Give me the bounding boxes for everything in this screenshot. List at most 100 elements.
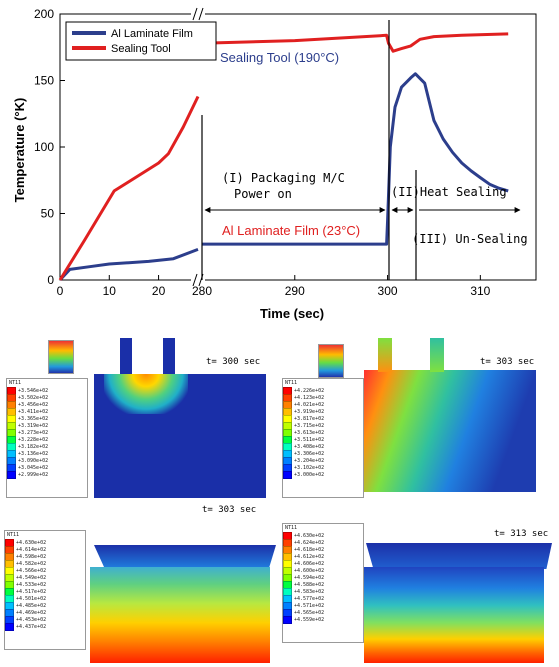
annotation-phase-3: (III) Un-Sealing — [412, 232, 528, 246]
axis-break-bottom — [191, 273, 205, 287]
fea-legend-value: +3.182e+02 — [18, 443, 49, 450]
legend-label-al-film: Al Laminate Film — [111, 28, 193, 40]
chart-legend: Al Laminate Film Sealing Tool — [65, 21, 217, 61]
fea-legend-value: +4.565e+02 — [294, 609, 325, 616]
fea-legend-row: +4.630e+02 — [5, 538, 85, 547]
fea-legend-value: +4.571e+02 — [294, 602, 325, 609]
fea-legend-row: +4.588e+02 — [283, 580, 363, 589]
fea-legend-row: +4.437e+02 — [5, 622, 85, 631]
fea-legend-row: +3.546e+02 — [7, 386, 87, 395]
x-tick-label: 300 — [378, 284, 398, 298]
annotation-phase-2: (II)Heat Sealing — [391, 185, 507, 199]
fea-legend-row: +3.204e+02 — [283, 456, 363, 465]
fea-legend-value: +4.226e+02 — [294, 387, 325, 394]
fea-legend-value: +3.136e+02 — [18, 450, 49, 457]
fea-legend-value: +4.612e+02 — [294, 553, 325, 560]
fea-time-label-1: t= 300 sec — [206, 357, 261, 367]
fea-legend-row: +4.577e+02 — [283, 594, 363, 603]
fea-legend-row: +3.715e+02 — [283, 421, 363, 430]
fea-legend-2: NT11 +4.226e+02 +4.123e+02 +4.021e+02 +3.919… — [282, 378, 364, 498]
fea-legend-row: +3.319e+02 — [7, 421, 87, 430]
fea-legend-1: NT11 +3.546e+02 +3.502e+02 +3.456e+02 +3.411… — [6, 378, 88, 498]
fea-legend-value: +4.577e+02 — [294, 595, 325, 602]
fea-legend-value: +3.546e+02 — [18, 387, 49, 394]
fea-legend-value: +4.588e+02 — [294, 581, 325, 588]
fea-legend-row: +3.182e+02 — [7, 442, 87, 451]
fea-legend-value: +4.583e+02 — [294, 588, 325, 595]
fea-legend-row: +3.228e+02 — [7, 435, 87, 444]
fea-legend-row: +4.501e+02 — [5, 594, 85, 603]
fea-legend-value: +4.469e+02 — [16, 609, 47, 616]
fea-legend-value: +3.090e+02 — [18, 457, 49, 464]
fea-legend-value: +4.453e+02 — [16, 616, 47, 623]
fea-legend-swatch — [5, 622, 14, 631]
fea-legend-row: +3.817e+02 — [283, 414, 363, 423]
fea-legend-value: +3.228e+02 — [18, 436, 49, 443]
fea-panel-3: NT11 +4.630e+02 +4.614e+02 +4.598e+02 +4.582… — [0, 495, 280, 667]
fea-legend-row: +4.226e+02 — [283, 386, 363, 395]
fea-legend-value: +3.365e+02 — [18, 415, 49, 422]
fea-legend-value: +4.600e+02 — [294, 567, 325, 574]
series-line-sealing-tool-seg0 — [58, 95, 200, 281]
fea-legend-value: +3.045e+02 — [18, 464, 49, 471]
fea-legend-value: +3.000e+02 — [294, 471, 325, 478]
fea-legend-row: +4.566e+02 — [5, 566, 85, 575]
fea-legend-value: +3.319e+02 — [18, 422, 49, 429]
annotation-sealing-tool: Sealing Tool (190°C) — [220, 50, 339, 65]
fea-model-2-tab-left — [378, 338, 392, 372]
fea-legend-row: +4.582e+02 — [5, 559, 85, 568]
fea-legend-value: +3.715e+02 — [294, 422, 325, 429]
annotation-al-film: Al Laminate Film (23°C) — [222, 223, 360, 238]
x-tick-label: 280 — [192, 284, 212, 298]
fea-legend-value: +3.613e+02 — [294, 429, 325, 436]
fea-legend-value: +3.919e+02 — [294, 408, 325, 415]
fea-legend-value: +3.511e+02 — [294, 436, 325, 443]
fea-mini-icon-1 — [48, 340, 74, 374]
axis-break-top — [191, 7, 205, 21]
fea-legend-row: +3.411e+02 — [7, 407, 87, 416]
fea-legend-value: +2.999e+02 — [18, 471, 49, 478]
fea-model-1-hot-zone — [104, 374, 188, 414]
fea-legend-value: +4.614e+02 — [16, 546, 47, 553]
fea-panel-1: NT11 +3.546e+02 +3.502e+02 +3.456e+02 +3.411… — [0, 330, 280, 498]
fea-legend-value: +4.517e+02 — [16, 588, 47, 595]
fea-model-1-tab-right — [163, 338, 175, 376]
x-tick-label: 310 — [470, 284, 490, 298]
fea-legend-row: +4.614e+02 — [5, 545, 85, 554]
temperature-chart: 0 50 100 150 200 0 10 20 280 290 300 310 Sealing T… — [12, 7, 537, 321]
fea-legend-value: +3.502e+02 — [18, 394, 49, 401]
fea-model-2 — [364, 370, 536, 492]
x-tick-label: 290 — [285, 284, 305, 298]
y-axis-ticks: 0 50 100 150 200 — [34, 7, 65, 287]
x-tick-label: 10 — [103, 284, 117, 298]
fea-legend-row: +3.456e+02 — [7, 400, 87, 409]
fea-time-label-2: t= 303 sec — [480, 357, 535, 367]
fea-legend-value: +3.102e+02 — [294, 464, 325, 471]
fea-legend-value: +3.273e+02 — [18, 429, 49, 436]
fea-legend-row: +3.102e+02 — [283, 463, 363, 472]
fea-model-2-tab-right — [430, 338, 444, 372]
fea-legend-value: +4.549e+02 — [16, 574, 47, 581]
fea-legend-value: +4.021e+02 — [294, 401, 325, 408]
fea-legend-value: +4.501e+02 — [16, 595, 47, 602]
fea-mini-icon-2 — [318, 344, 344, 378]
x-tick-label: 20 — [152, 284, 166, 298]
series-line-al-film-seg1 — [202, 72, 509, 246]
x-tick-label: 0 — [57, 284, 64, 298]
fea-legend-row: +4.469e+02 — [5, 608, 85, 617]
fea-legend-row: +3.408e+02 — [283, 442, 363, 451]
fea-legend-row: +3.273e+02 — [7, 428, 87, 437]
fea-legend-title: NT11 — [9, 380, 22, 386]
fea-legend-value: +3.306e+02 — [294, 450, 325, 457]
fea-legend-row: +4.630e+02 — [283, 531, 363, 540]
fea-legend-row: +3.511e+02 — [283, 435, 363, 444]
fea-legend-row: +4.485e+02 — [5, 601, 85, 610]
fea-legend-value: +3.817e+02 — [294, 415, 325, 422]
fea-time-label-4: t= 313 sec — [494, 529, 549, 539]
fea-legend-value: +4.533e+02 — [16, 581, 47, 588]
fea-legend-row: +4.021e+02 — [283, 400, 363, 409]
fea-legend-row: +4.612e+02 — [283, 552, 363, 561]
fea-legend-value: +4.123e+02 — [294, 394, 325, 401]
fea-legend-value: +3.456e+02 — [18, 401, 49, 408]
fea-panel-4: NT11 +4.630e+02 +4.624e+02 +4.618e+02 +4.612… — [280, 495, 559, 667]
